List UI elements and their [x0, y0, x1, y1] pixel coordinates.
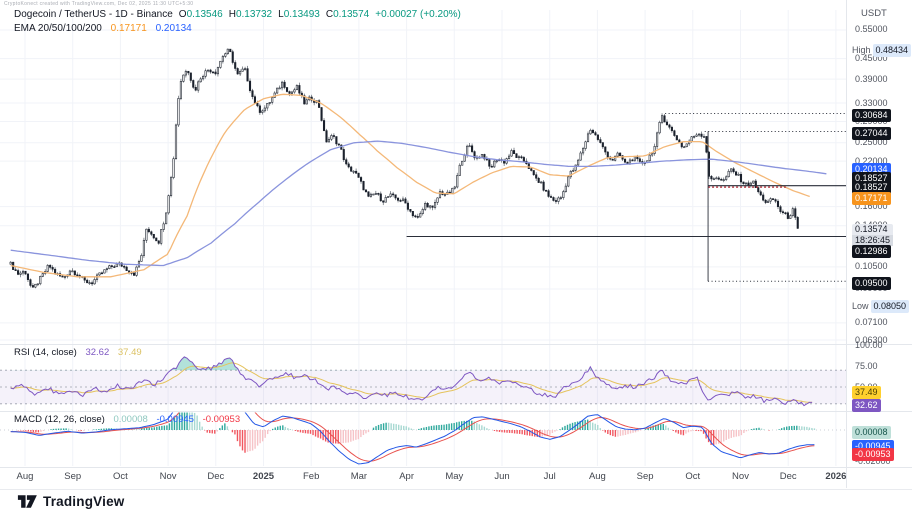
rsi-badge: 32.62 [852, 397, 881, 413]
price-tick: 0.10500 [855, 261, 888, 272]
footer-bar: TradingView [0, 489, 912, 513]
pane-separator-rsi[interactable] [0, 344, 912, 345]
price-tick: 0.55000 [855, 24, 888, 35]
price-badge: High 0.48434 [852, 42, 912, 57]
close-value: 0.13574 [333, 9, 370, 20]
candlestick-series [9, 48, 799, 289]
time-axis-label: Jul [543, 471, 556, 482]
close-label: C [325, 9, 334, 20]
ema-lines [10, 93, 827, 278]
rsi-ma-line [10, 362, 813, 403]
macd-line [10, 412, 815, 465]
time-axis-label: Apr [399, 471, 414, 482]
axis-currency-label: USDT [861, 8, 887, 19]
gridlines [0, 10, 846, 466]
rsi-tick: 100.00 [855, 339, 883, 350]
daily-change: +0.00027 (+0.20%) [375, 9, 461, 20]
time-axis-label: Aug [588, 471, 606, 482]
price-badge: 0.17171 [852, 190, 891, 206]
price-axis-border [846, 0, 847, 488]
price-badge: 0.30684 [852, 107, 891, 122]
price-tick: 0.22000 [855, 155, 888, 166]
rsi-tick: 75.00 [855, 360, 878, 371]
tradingview-logo[interactable] [16, 493, 38, 510]
time-axis-label: Jun [494, 471, 510, 482]
rsi-ma-value: 37.49 [117, 347, 142, 358]
rsi-pane [0, 356, 846, 407]
low-label: L [278, 9, 284, 20]
time-axis-label: Oct [685, 471, 701, 482]
price-badge: 0.18527 [852, 179, 891, 195]
watermark-text: CryptoKonect created with TradingView.co… [4, 1, 194, 7]
rsi-line [10, 356, 813, 407]
pane-separator-timeaxis [0, 467, 912, 468]
ema-slow-value: 0.20134 [155, 23, 192, 34]
price-badge: 0.09500 [852, 275, 891, 290]
symbol-legend[interactable]: Dogecoin / TetherUS - 1D - Binance O0.135… [14, 9, 461, 20]
ema-label: EMA 20/50/100/200 [14, 23, 102, 34]
time-axis-label: Sep [636, 471, 654, 482]
time-axis-label: Oct [113, 471, 128, 482]
time-axis[interactable]: Aug Sep Oct Nov Dec 2025 Feb Mar Apr May Jun Jul Aug… [0, 471, 847, 487]
macd-signal-value: -0.00953 [202, 414, 241, 425]
macd-badge: -0.00953 [852, 446, 894, 462]
price-axis[interactable]: USDT 0.550000.450000.390000.330000.29000… [847, 0, 912, 488]
ema-fast-line [10, 93, 810, 278]
drawn-annotations[interactable] [406, 112, 846, 282]
time-axis-label: Dec [779, 471, 797, 482]
ema-legend[interactable]: EMA 20/50/100/200 0.17171 0.20134 [14, 23, 192, 34]
open-value: 0.13546 [186, 9, 223, 20]
macd-legend[interactable]: MACD (12, 26, close) 0.00008 -0.00945 -0… [14, 414, 240, 425]
price-badge: 0.13574 18:26:45 [852, 223, 894, 246]
price-tick: 0.06300 [855, 334, 888, 345]
price-tick: 0.33000 [855, 97, 888, 108]
price-tick: 0.25000 [855, 137, 888, 148]
time-axis-label: 2025 [252, 471, 275, 482]
macd-histogram [17, 412, 816, 453]
macd-pane [0, 412, 846, 465]
rsi-legend[interactable]: RSI (14, close) 32.62 37.49 [14, 347, 142, 358]
rsi-badge: 37.49 [852, 384, 881, 399]
rsi-value: 32.62 [85, 347, 110, 358]
open-label: O [178, 9, 187, 20]
symbol-title: Dogecoin / TetherUS - 1D - Binance [14, 9, 173, 20]
time-axis-label: Sep [64, 471, 82, 482]
time-axis-label: Dec [207, 471, 225, 482]
low-value: 0.13493 [283, 9, 320, 20]
pane-separator-macd[interactable] [0, 411, 912, 412]
macd-badge: 0.00008 [852, 424, 891, 439]
time-axis-label: Nov [159, 471, 177, 482]
time-axis-label: Feb [303, 471, 320, 482]
rsi-title: RSI (14, close) [14, 347, 77, 358]
time-axis-label: Aug [16, 471, 34, 482]
time-axis-label: May [445, 471, 464, 482]
time-axis-label: Nov [732, 471, 749, 482]
high-label: H [228, 9, 236, 20]
macd-value: -0.00945 [156, 414, 194, 425]
price-tick: 0.16000 [855, 201, 888, 212]
high-value: 0.13732 [235, 9, 273, 20]
ema-slow-line [10, 140, 827, 267]
macd-title: MACD (12, 26, close) [14, 414, 105, 425]
macd-signal-line [10, 412, 815, 462]
price-badge: 0.12986 [852, 243, 891, 258]
macd-hist-value: 0.00008 [113, 414, 148, 425]
time-axis-label: Mar [350, 471, 368, 482]
brand-name[interactable]: TradingView [43, 494, 125, 509]
time-axis-label: 2026 [825, 471, 847, 482]
price-tick: 0.07100 [855, 317, 888, 328]
price-tick: 0.39000 [855, 73, 888, 84]
price-badge: Low 0.08050 [852, 298, 910, 314]
price-tick: 0.45000 [855, 53, 888, 64]
price-badge: 0.27044 [852, 125, 891, 141]
ema-fast-value: 0.17171 [110, 23, 147, 34]
